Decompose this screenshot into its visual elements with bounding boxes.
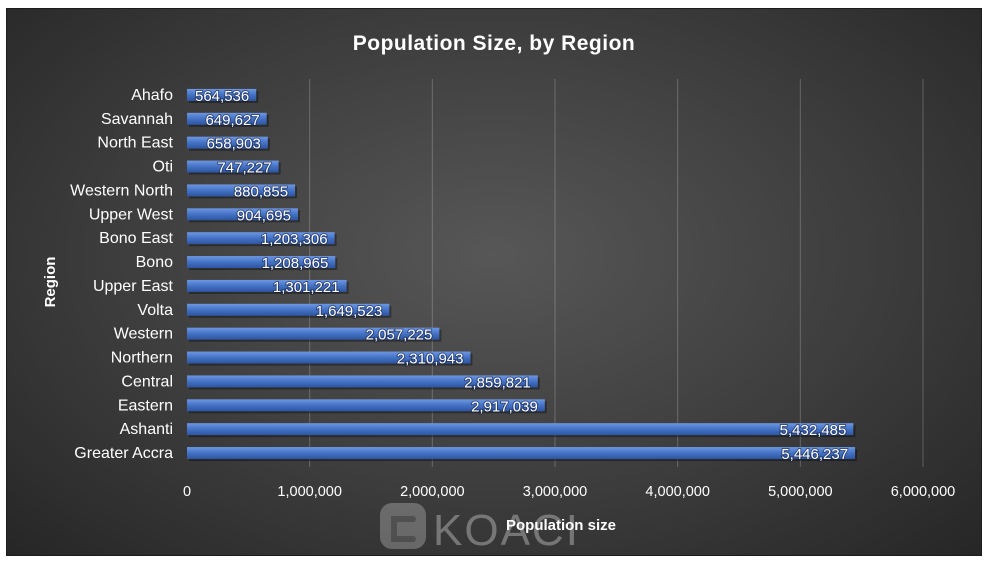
category-label: Central bbox=[121, 373, 173, 390]
data-labels: 564,536 649,627 658,903 747,227 880,855 904,6… bbox=[194, 87, 849, 464]
data-label: 1,649,523 bbox=[316, 303, 383, 320]
x-tick-label: 6,000,000 bbox=[891, 484, 956, 500]
data-label: 1,203,306 bbox=[261, 231, 328, 248]
data-label: 5,432,485 bbox=[780, 422, 847, 439]
watermark: KOACI bbox=[380, 503, 580, 555]
data-label: 2,310,943 bbox=[397, 351, 464, 368]
x-axis-title: Population size bbox=[506, 517, 616, 534]
bar bbox=[187, 279, 347, 292]
x-tick-label: 5,000,000 bbox=[768, 484, 833, 500]
data-label: 2,917,039 bbox=[471, 398, 538, 415]
watermark-logo-icon bbox=[380, 503, 426, 549]
bar bbox=[187, 351, 471, 364]
bar bbox=[187, 184, 296, 197]
bar bbox=[187, 423, 854, 436]
data-label: 2,859,821 bbox=[464, 374, 531, 391]
category-label: Savannah bbox=[101, 111, 173, 128]
category-label: Eastern bbox=[118, 397, 173, 414]
bar bbox=[187, 160, 279, 173]
x-tick-label: 3,000,000 bbox=[523, 484, 588, 500]
data-label: 904,695 bbox=[237, 207, 291, 224]
data-label: 5,446,237 bbox=[781, 446, 848, 463]
data-label: 564,536 bbox=[195, 88, 249, 105]
category-label: Northern bbox=[111, 350, 173, 367]
category-label: Western North bbox=[70, 182, 173, 199]
data-label: 2,057,225 bbox=[366, 327, 433, 344]
data-label: 658,903 bbox=[207, 136, 261, 153]
bar bbox=[187, 112, 267, 125]
category-label: Western bbox=[114, 326, 173, 343]
category-label: Bono East bbox=[99, 230, 173, 247]
category-label: Upper West bbox=[89, 206, 174, 223]
x-tick-label: 4,000,000 bbox=[645, 484, 710, 500]
data-label: 1,301,221 bbox=[273, 279, 340, 296]
bar bbox=[187, 375, 538, 388]
data-label: 1,208,965 bbox=[262, 255, 329, 272]
data-label: 649,627 bbox=[205, 112, 259, 129]
x-tick-label: 1,000,000 bbox=[277, 484, 342, 500]
category-label: Oti bbox=[153, 159, 173, 176]
bar bbox=[187, 327, 440, 340]
bar bbox=[187, 136, 268, 149]
bar bbox=[187, 232, 335, 245]
category-label: Ashanti bbox=[120, 421, 173, 438]
watermark-text: KOACI bbox=[433, 506, 580, 555]
x-tick-labels: 0 1,000,000 2,000,000 3,000,000 4,000,000 5,0… bbox=[183, 484, 955, 500]
category-label: North East bbox=[97, 135, 173, 152]
category-labels: Ahafo Savannah North East Oti Western North U… bbox=[70, 87, 173, 462]
category-label: Upper East bbox=[93, 278, 174, 295]
x-tick-label: 2,000,000 bbox=[400, 484, 465, 500]
category-label: Greater Accra bbox=[74, 445, 173, 462]
bar bbox=[187, 399, 545, 412]
category-label: Bono bbox=[136, 254, 173, 271]
y-axis-title: Region bbox=[42, 257, 59, 308]
bar bbox=[187, 303, 390, 316]
data-label: 747,227 bbox=[217, 160, 271, 177]
category-label: Volta bbox=[137, 302, 173, 319]
data-label: 880,855 bbox=[234, 183, 288, 200]
population-bar-chart: Population Size, by Region Ahafo Savannah… bbox=[42, 32, 955, 555]
category-label: Ahafo bbox=[131, 87, 173, 104]
bar bbox=[187, 208, 298, 221]
bar bbox=[187, 447, 856, 460]
bar bbox=[187, 256, 336, 269]
x-tick-label: 0 bbox=[183, 484, 191, 500]
bar bbox=[187, 88, 257, 101]
chart-title: Population Size, by Region bbox=[353, 32, 636, 55]
chart-frame: Population Size, by Region Ahafo Savannah… bbox=[6, 8, 982, 556]
bars bbox=[187, 88, 858, 462]
